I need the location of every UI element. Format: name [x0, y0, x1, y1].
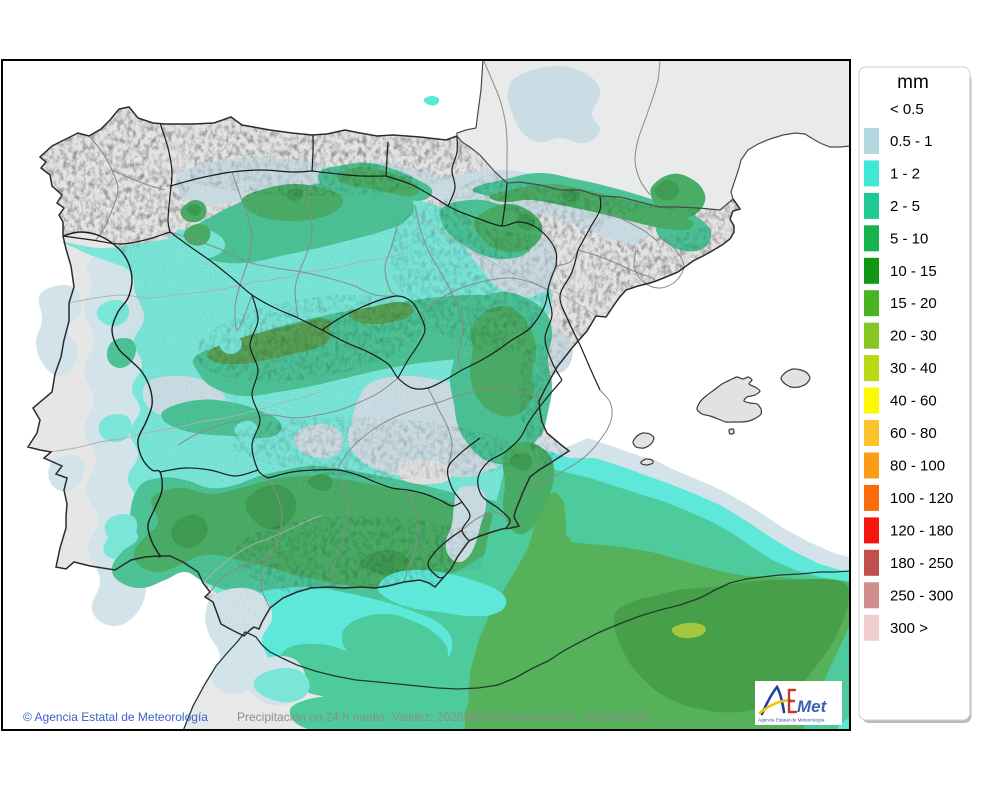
svg-text:250 - 300: 250 - 300: [890, 587, 953, 604]
svg-text:80 - 100: 80 - 100: [890, 458, 945, 475]
svg-text:40 - 60: 40 - 60: [890, 393, 937, 410]
svg-text:mm: mm: [897, 72, 929, 93]
svg-text:< 0.5: < 0.5: [890, 101, 924, 118]
svg-text:© Agencia Estatal de Meteorolo: © Agencia Estatal de Meteorología: [23, 710, 208, 724]
svg-text:Met: Met: [797, 697, 828, 716]
svg-text:60 - 80: 60 - 80: [890, 425, 937, 442]
svg-text:Agencia Estatal de Meteorologí: Agencia Estatal de Meteorología: [758, 718, 825, 723]
svg-text:1 - 2: 1 - 2: [890, 165, 920, 182]
svg-text:120 - 180: 120 - 180: [890, 522, 953, 539]
svg-text:5 - 10: 5 - 10: [890, 230, 928, 247]
svg-text:30 - 40: 30 - 40: [890, 360, 937, 377]
svg-text:300 >: 300 >: [890, 620, 928, 637]
svg-text:20 - 30: 20 - 30: [890, 328, 937, 345]
svg-text:Precipitación en 24 h media. V: Precipitación en 24 h media. Validez: 20…: [237, 710, 651, 724]
svg-text:0.5 - 1: 0.5 - 1: [890, 133, 933, 150]
svg-text:100 - 120: 100 - 120: [890, 490, 953, 507]
svg-text:15 - 20: 15 - 20: [890, 295, 937, 312]
svg-text:2 - 5: 2 - 5: [890, 198, 920, 215]
svg-text:10 - 15: 10 - 15: [890, 263, 937, 280]
svg-text:180 - 250: 180 - 250: [890, 555, 953, 572]
